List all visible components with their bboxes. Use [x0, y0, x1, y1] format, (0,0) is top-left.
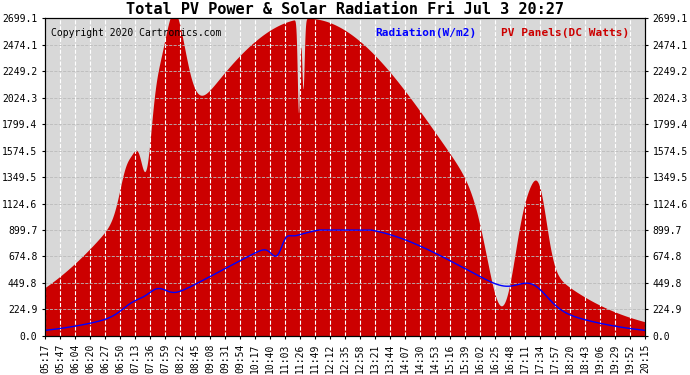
Text: Copyright 2020 Cartronics.com: Copyright 2020 Cartronics.com	[51, 28, 221, 38]
Text: Radiation(W/m2): Radiation(W/m2)	[375, 28, 476, 38]
Text: PV Panels(DC Watts): PV Panels(DC Watts)	[501, 28, 629, 38]
Title: Total PV Power & Solar Radiation Fri Jul 3 20:27: Total PV Power & Solar Radiation Fri Jul…	[126, 2, 564, 17]
